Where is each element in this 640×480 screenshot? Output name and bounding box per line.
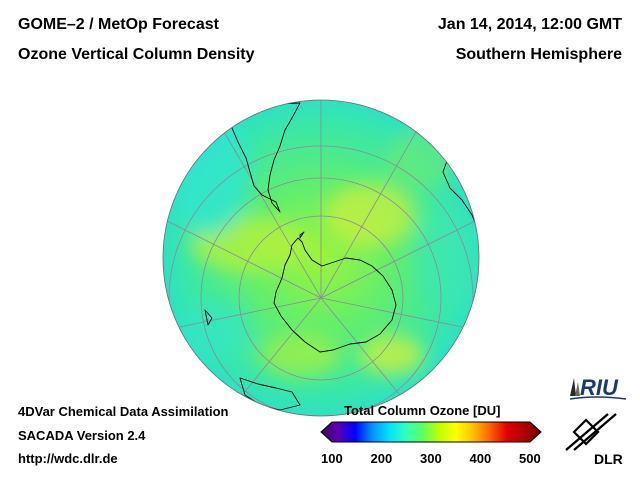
antarctic-peninsula-coast [273,237,397,353]
globe-outline [162,99,480,417]
riu-logo-mark [575,382,580,396]
graticule [164,100,478,416]
colorbar-tick: 400 [469,451,492,466]
colorbar-tick: 200 [370,451,393,466]
footer-url[interactable]: http://wdc.dlr.de [18,451,118,466]
footer-version: SACADA Version 2.4 [18,428,146,443]
colorbar-tick: 300 [420,451,442,466]
new-zealand-coast [204,309,213,326]
australia-coast [239,377,301,411]
riu-logo-mark [570,378,576,396]
colorbar-title: Total Column Ozone [DU] [344,403,501,418]
colorbar [320,421,542,443]
antarctica-coast [299,231,305,239]
dlr-logo-mark [565,413,617,451]
colorbar-gradient [320,421,542,443]
title-date: Jan 14, 2014, 12:00 GMT [437,16,622,33]
title-quantity: Ozone Vertical Column Density [18,46,255,63]
footer-method: 4DVar Chemical Data Assimilation [18,404,229,419]
madagascar-coast [473,177,479,201]
dlr-logo: DLR [565,413,623,467]
dlr-logo-text: DLR [594,451,623,467]
riu-logo: RIU [569,375,627,400]
riu-logo-text: RIU [580,375,619,400]
title-region: Southern Hemisphere [455,46,622,63]
ozone-field [170,115,475,377]
colorbar-tick: 100 [321,451,343,466]
title-product: GOME–2 / MetOp Forecast [18,16,219,33]
colorbar-tick: 500 [519,451,541,466]
